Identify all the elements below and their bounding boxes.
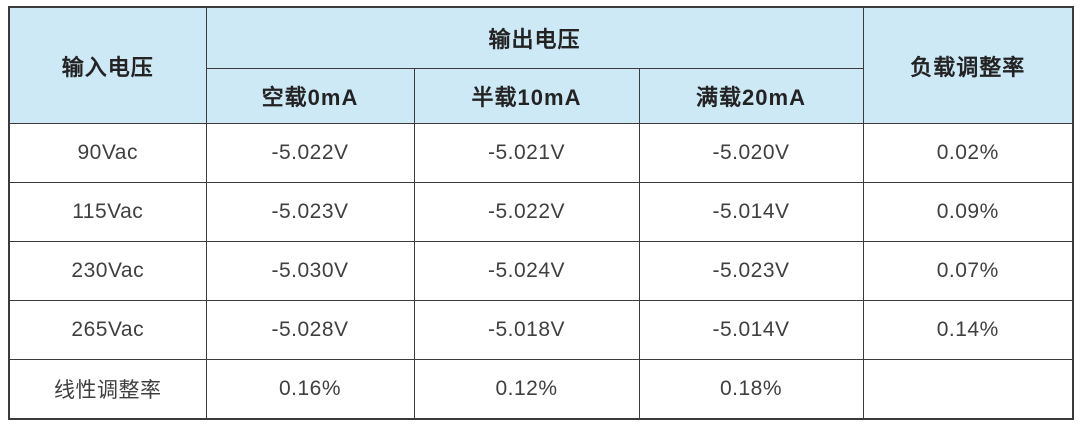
table-row: 90Vac -5.022V -5.021V -5.020V 0.02% [8, 123, 1074, 183]
cell-no-load: -5.028V [205, 300, 415, 360]
cell-full-load: -5.014V [638, 182, 864, 242]
column-header-half-load: 半载10mA [413, 68, 640, 124]
cell-load-regulation: 0.07% [862, 241, 1074, 301]
row-label: 230Vac [8, 241, 207, 301]
row-label: 线性调整率 [8, 359, 207, 420]
row-label: 115Vac [8, 182, 207, 242]
table-row: 230Vac -5.030V -5.024V -5.023V 0.07% [8, 241, 1074, 301]
cell-half-load: -5.022V [413, 182, 640, 242]
column-header-input-voltage: 输入电压 [8, 6, 207, 124]
column-header-load-regulation: 负载调整率 [862, 6, 1074, 124]
column-header-output-voltage: 输出电压 [205, 6, 864, 69]
row-label: 265Vac [8, 300, 207, 360]
cell-load-regulation-empty [862, 359, 1074, 420]
column-header-full-load: 满载20mA [638, 68, 864, 124]
cell-no-load: 0.16% [205, 359, 415, 420]
cell-full-load: -5.020V [638, 123, 864, 183]
cell-full-load: -5.023V [638, 241, 864, 301]
cell-no-load: -5.030V [205, 241, 415, 301]
cell-half-load: -5.021V [413, 123, 640, 183]
cell-half-load: -5.024V [413, 241, 640, 301]
cell-load-regulation: 0.02% [862, 123, 1074, 183]
cell-load-regulation: 0.09% [862, 182, 1074, 242]
cell-full-load: 0.18% [638, 359, 864, 420]
row-label: 90Vac [8, 123, 207, 183]
table-row-line-regulation: 线性调整率 0.16% 0.12% 0.18% [8, 359, 1074, 420]
voltage-regulation-table: 输入电压 输出电压 负载调整率 空载0mA 半载10mA 满载20mA 90Va… [8, 6, 1075, 420]
cell-no-load: -5.023V [205, 182, 415, 242]
cell-full-load: -5.014V [638, 300, 864, 360]
cell-load-regulation: 0.14% [862, 300, 1074, 360]
column-header-no-load: 空载0mA [205, 68, 415, 124]
table-row: 265Vac -5.028V -5.018V -5.014V 0.14% [8, 300, 1074, 360]
cell-half-load: 0.12% [413, 359, 640, 420]
table-row: 115Vac -5.023V -5.022V -5.014V 0.09% [8, 182, 1074, 242]
cell-half-load: -5.018V [413, 300, 640, 360]
cell-no-load: -5.022V [205, 123, 415, 183]
